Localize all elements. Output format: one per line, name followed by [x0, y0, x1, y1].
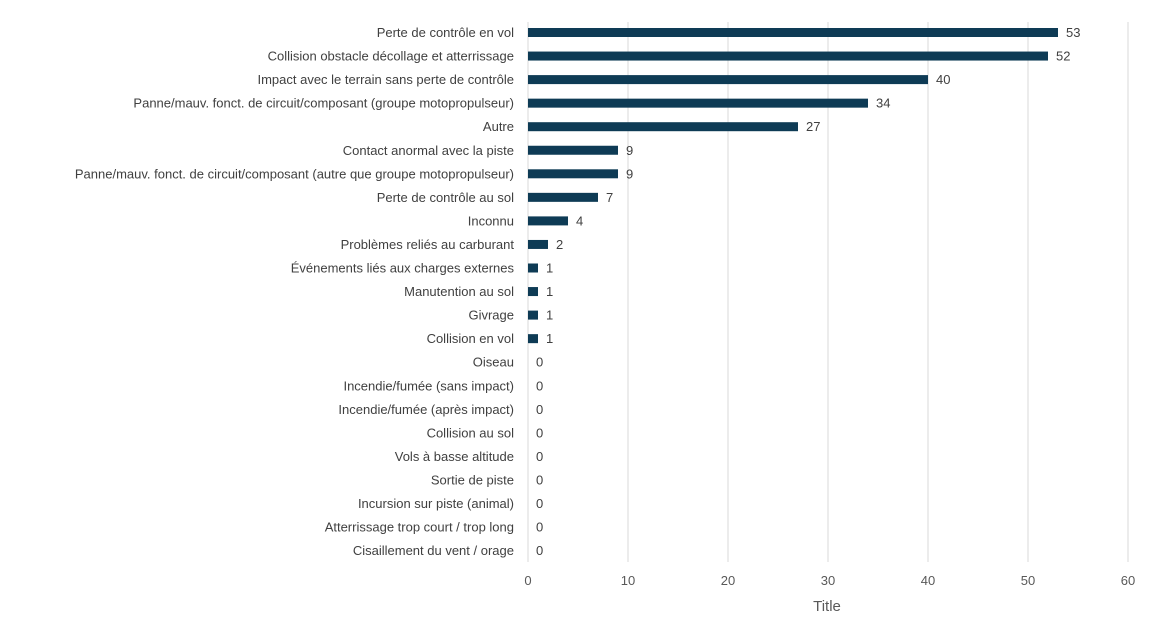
bar: [528, 287, 538, 297]
x-axis-title: Title: [813, 598, 841, 615]
category-labels: Perte de contrôle en vol Collision obstac…: [75, 25, 515, 558]
data-label: 0: [536, 543, 543, 558]
data-label: 1: [546, 261, 553, 276]
bar: [528, 51, 1048, 61]
x-tick-label: 10: [621, 573, 635, 588]
x-tick-labels: 0 10 20 30 40 50 60: [524, 573, 1135, 588]
category-label: Panne/mauv. fonct. de circuit/composant …: [75, 166, 514, 181]
bar: [528, 239, 548, 249]
bar: [528, 192, 598, 202]
bar: [528, 310, 538, 320]
gridlines: [527, 22, 1129, 562]
category-label: Impact avec le terrain sans perte de con…: [257, 72, 514, 87]
category-label: Événements liés aux charges externes: [291, 261, 515, 276]
data-label: 0: [536, 425, 543, 440]
category-label: Contact anormal avec la piste: [343, 143, 514, 158]
data-label: 9: [626, 166, 633, 181]
bar: [528, 122, 798, 132]
category-label: Givrage: [468, 308, 514, 323]
bar: [528, 28, 1058, 37]
x-tick-label: 20: [721, 573, 735, 588]
x-tick-label: 50: [1021, 573, 1035, 588]
data-label: 0: [536, 520, 543, 535]
category-label: Perte de contrôle au sol: [377, 190, 514, 205]
x-tick-label: 60: [1121, 573, 1135, 588]
x-tick-label: 40: [921, 573, 935, 588]
data-label: 40: [936, 72, 950, 87]
category-label: Inconnu: [468, 213, 514, 228]
data-label: 1: [546, 308, 553, 323]
x-tick-label: 0: [524, 573, 531, 588]
bar: [528, 169, 618, 179]
category-label: Problèmes reliés au carburant: [341, 237, 515, 252]
bar: [528, 145, 618, 155]
category-label: Cisaillement du vent / orage: [353, 543, 514, 558]
category-label: Collision au sol: [427, 425, 515, 440]
category-label: Incendie/fumée (après impact): [338, 402, 514, 417]
category-label: Collision obstacle décollage et atterris…: [268, 49, 514, 64]
category-label: Panne/mauv. fonct. de circuit/composant …: [133, 96, 514, 111]
data-label: 1: [546, 284, 553, 299]
category-label: Collision en vol: [427, 331, 515, 346]
x-tick-label: 30: [821, 573, 835, 588]
category-label: Incendie/fumée (sans impact): [343, 378, 514, 393]
bar: [528, 75, 928, 85]
data-label: 0: [536, 472, 543, 487]
category-label: Manutention au sol: [404, 284, 514, 299]
data-label: 0: [536, 402, 543, 417]
category-label: Oiseau: [473, 355, 514, 370]
data-label: 1: [546, 331, 553, 346]
category-label: Atterrissage trop court / trop long: [325, 520, 514, 535]
data-label: 0: [536, 449, 543, 464]
bar: [528, 263, 538, 273]
data-label: 0: [536, 355, 543, 370]
bar: [528, 216, 568, 226]
data-label: 34: [876, 96, 890, 111]
data-label: 4: [576, 213, 583, 228]
data-label: 2: [556, 237, 563, 252]
bar: [528, 334, 538, 344]
category-label: Perte de contrôle en vol: [377, 25, 514, 40]
data-label: 0: [536, 496, 543, 511]
data-label: 7: [606, 190, 613, 205]
data-label: 0: [536, 378, 543, 393]
category-label: Vols à basse altitude: [395, 449, 514, 464]
bar: [528, 98, 868, 108]
data-label: 52: [1056, 49, 1070, 64]
data-label: 9: [626, 143, 633, 158]
category-label: Sortie de piste: [431, 472, 514, 487]
category-label: Incursion sur piste (animal): [358, 496, 514, 511]
data-label: 27: [806, 119, 820, 134]
data-label: 53: [1066, 25, 1080, 40]
category-label: Autre: [483, 119, 514, 134]
bars: [528, 28, 1058, 344]
